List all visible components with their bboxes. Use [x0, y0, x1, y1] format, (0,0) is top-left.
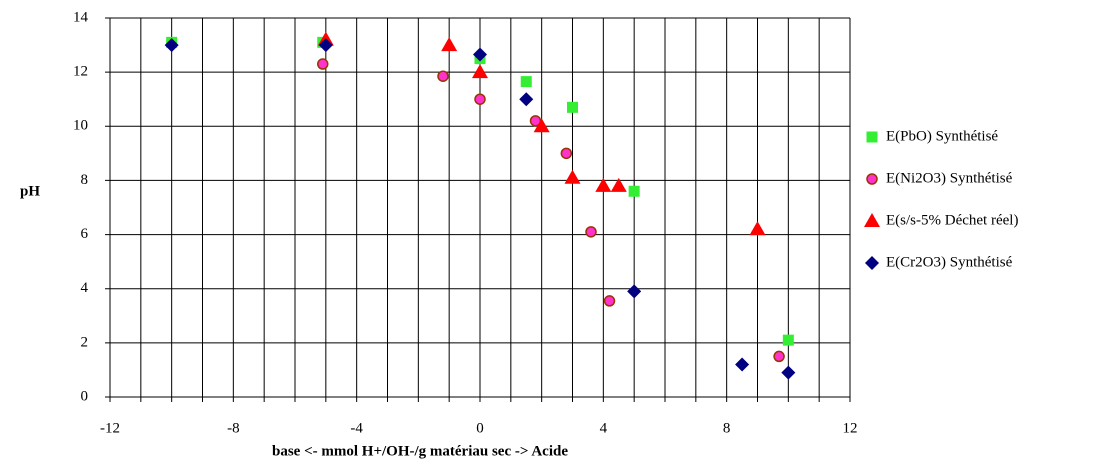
x-tick-label: 12	[843, 420, 858, 436]
marker	[317, 58, 329, 70]
x-tick-label: 8	[723, 420, 731, 436]
y-axis-label: pH	[20, 183, 40, 199]
marker	[864, 213, 880, 227]
marker	[781, 365, 796, 380]
marker	[603, 295, 616, 307]
legend-label: E(s/s-5% Déchet réel)	[886, 212, 1018, 228]
marker	[520, 76, 532, 88]
legend-label: E(Cr2O3) Synthétisé	[886, 254, 1013, 270]
marker	[533, 118, 550, 133]
x-tick-label: -8	[227, 420, 240, 436]
x-tick-label: -4	[350, 420, 363, 436]
y-tick-label: 14	[73, 9, 89, 25]
legend-label: E(Ni2O3) Synthétisé	[886, 170, 1013, 186]
marker	[627, 284, 642, 299]
marker	[473, 47, 487, 62]
marker	[474, 93, 486, 105]
marker	[318, 38, 333, 53]
marker	[866, 173, 878, 185]
marker	[567, 101, 578, 113]
legend-label: E(PbO) Synthétisé	[886, 128, 998, 144]
x-axis-label: base <- mmol H+/OH-/g matériau sec -> Ac…	[272, 443, 568, 459]
marker	[441, 37, 458, 52]
marker	[164, 38, 179, 53]
y-tick-label: 10	[73, 118, 88, 134]
x-tick-label: -12	[100, 420, 120, 436]
marker	[866, 131, 878, 143]
marker	[595, 177, 612, 192]
marker	[564, 169, 581, 184]
marker	[585, 226, 597, 238]
marker	[628, 185, 640, 197]
marker	[519, 92, 534, 107]
y-tick-label: 12	[73, 64, 88, 80]
y-tick-label: 4	[81, 280, 89, 296]
marker	[560, 147, 573, 160]
marker	[865, 256, 879, 270]
marker	[610, 177, 627, 192]
marker	[782, 334, 794, 346]
marker	[472, 64, 488, 79]
x-tick-label: 0	[476, 420, 484, 436]
marker	[735, 357, 750, 372]
y-tick-label: 0	[81, 388, 89, 404]
marker	[773, 350, 785, 363]
x-tick-label: 4	[600, 420, 608, 436]
y-tick-label: 2	[81, 334, 89, 350]
marker	[749, 221, 766, 236]
y-tick-label: 8	[81, 172, 89, 188]
y-tick-label: 6	[81, 226, 89, 242]
marker	[437, 70, 449, 82]
